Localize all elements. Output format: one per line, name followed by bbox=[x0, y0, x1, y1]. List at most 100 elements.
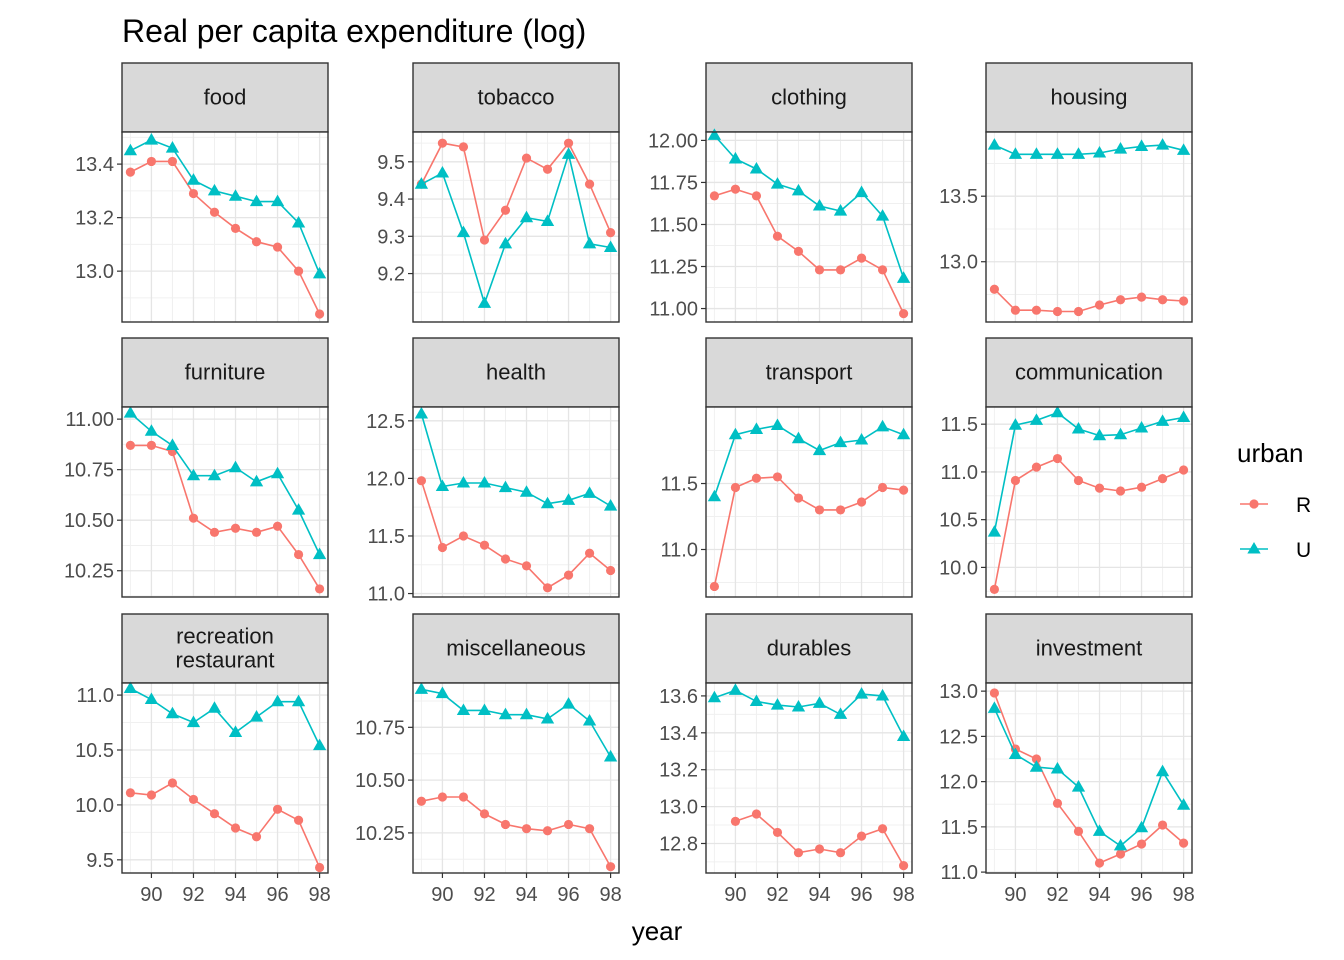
data-point bbox=[749, 161, 764, 174]
data-point bbox=[1113, 142, 1128, 154]
panel-border bbox=[705, 682, 913, 874]
panel-background bbox=[413, 407, 619, 597]
data-point bbox=[144, 133, 159, 145]
x-tick-label: 96 bbox=[266, 884, 288, 906]
data-point bbox=[791, 183, 806, 196]
y-tick-label: 13.5 bbox=[939, 186, 978, 208]
series-line bbox=[421, 688, 612, 758]
data-point bbox=[521, 824, 532, 834]
data-point bbox=[291, 503, 306, 515]
data-point bbox=[437, 792, 448, 802]
data-point bbox=[479, 540, 490, 550]
data-point bbox=[1071, 147, 1086, 159]
data-point bbox=[167, 778, 178, 788]
facet-strip-label: communication bbox=[1015, 360, 1163, 385]
data-point bbox=[125, 788, 136, 798]
series-line bbox=[993, 288, 1184, 313]
data-point bbox=[563, 138, 574, 148]
y-tick-label: 13.4 bbox=[75, 154, 114, 176]
panel-border bbox=[121, 406, 329, 598]
series-line bbox=[130, 444, 321, 590]
data-point bbox=[1136, 482, 1147, 492]
series-R bbox=[416, 476, 616, 593]
data-point bbox=[1092, 824, 1107, 836]
data-point bbox=[500, 554, 511, 564]
data-point bbox=[1029, 147, 1044, 159]
data-point bbox=[854, 432, 869, 445]
data-point bbox=[500, 819, 511, 830]
series-line bbox=[420, 413, 612, 507]
legend-items: RU bbox=[1240, 494, 1311, 562]
series-line bbox=[130, 160, 321, 315]
data-point bbox=[584, 548, 595, 558]
x-tick-label: 92 bbox=[473, 884, 495, 906]
data-point bbox=[898, 485, 909, 495]
facet-panel: miscellaneous 10.25 10.50 10.75 90 92 94 96 98 bbox=[355, 613, 622, 906]
data-point bbox=[207, 468, 222, 481]
data-point bbox=[272, 242, 283, 252]
data-point bbox=[856, 253, 867, 263]
y-tick-label: 11.0 bbox=[941, 862, 978, 884]
facet-strip bbox=[705, 613, 913, 684]
data-point bbox=[707, 489, 722, 502]
facet-strip bbox=[412, 337, 620, 408]
series-U bbox=[414, 406, 618, 511]
data-point bbox=[835, 848, 846, 858]
panel-border bbox=[985, 406, 1193, 598]
data-point bbox=[477, 703, 492, 715]
data-point bbox=[1155, 764, 1170, 777]
data-point bbox=[987, 701, 1002, 713]
y-tick-label: 13.0 bbox=[939, 681, 978, 703]
data-point bbox=[854, 185, 869, 198]
data-point bbox=[812, 696, 827, 708]
x-tick-label: 90 bbox=[431, 884, 453, 906]
data-point bbox=[833, 204, 848, 216]
facet-strip bbox=[985, 613, 1193, 684]
data-point bbox=[1134, 421, 1149, 433]
data-point bbox=[519, 485, 534, 497]
panel-border bbox=[412, 406, 620, 598]
data-point bbox=[709, 581, 720, 592]
y-tick-label: 9.5 bbox=[377, 152, 405, 174]
data-point bbox=[1050, 761, 1065, 774]
data-point bbox=[728, 683, 743, 695]
y-tick-label: 12.0 bbox=[939, 772, 978, 794]
data-point bbox=[582, 236, 597, 249]
data-point bbox=[437, 138, 448, 148]
y-tick-label: 11.0 bbox=[661, 540, 698, 562]
data-point bbox=[833, 707, 848, 719]
data-point bbox=[314, 862, 325, 873]
facet-strip-label: housing bbox=[1050, 85, 1127, 110]
series-line bbox=[421, 151, 611, 306]
data-point bbox=[582, 714, 597, 726]
data-point bbox=[540, 496, 555, 509]
data-point bbox=[249, 710, 264, 722]
data-point bbox=[230, 523, 241, 533]
series-U bbox=[707, 683, 911, 742]
y-tick-label: 11.0 bbox=[77, 685, 114, 707]
data-point bbox=[877, 482, 888, 493]
y-tick-label: 11.00 bbox=[649, 299, 698, 321]
data-point bbox=[249, 194, 264, 207]
y-tick-label: 10.50 bbox=[355, 770, 405, 792]
series-line bbox=[420, 480, 612, 589]
data-point bbox=[1094, 300, 1105, 310]
data-point bbox=[146, 156, 157, 167]
panel-background bbox=[413, 132, 619, 322]
series-U bbox=[123, 681, 327, 751]
data-point bbox=[1008, 747, 1023, 760]
y-tick-label: 13.2 bbox=[659, 760, 698, 782]
data-point bbox=[144, 692, 159, 705]
data-point bbox=[751, 809, 762, 819]
series-R bbox=[125, 440, 325, 594]
data-point bbox=[540, 711, 555, 724]
data-point bbox=[814, 265, 825, 275]
data-point bbox=[856, 831, 867, 841]
data-point bbox=[542, 583, 553, 593]
y-tick-label: 10.50 bbox=[64, 510, 114, 532]
data-point bbox=[498, 236, 513, 249]
data-point bbox=[165, 438, 180, 450]
data-point bbox=[312, 266, 327, 279]
y-tick-label: 10.5 bbox=[75, 740, 114, 762]
